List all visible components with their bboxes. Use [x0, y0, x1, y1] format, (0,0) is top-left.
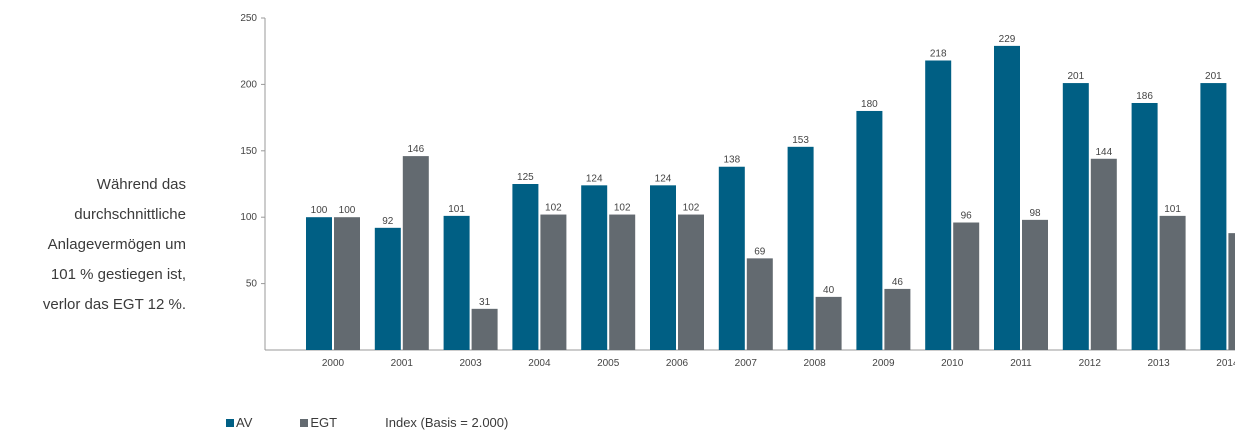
x-tick-label: 2010	[941, 358, 964, 369]
y-tick-label: 50	[246, 279, 258, 290]
x-tick-label: 2012	[1079, 358, 1102, 369]
value-label: 69	[754, 246, 766, 257]
bar-egt	[678, 214, 704, 350]
bar-egt	[953, 222, 980, 350]
value-label: 46	[892, 277, 904, 288]
bar-av	[374, 227, 401, 350]
side-text-line: verlor das EGT 12 %.	[42, 296, 186, 313]
bar-av	[1200, 83, 1227, 351]
bar-egt	[884, 288, 911, 350]
value-label: 124	[586, 173, 603, 184]
value-label: 101	[448, 204, 465, 215]
x-tick-label: 2007	[735, 358, 758, 369]
value-label: 138	[723, 155, 740, 166]
y-tick-label: 200	[240, 79, 257, 90]
bar-av	[787, 146, 814, 350]
value-label: 31	[479, 297, 491, 308]
legend-swatch-av	[226, 418, 234, 427]
bar-egt	[1159, 215, 1186, 350]
value-label: 201	[1205, 71, 1222, 82]
legend-label-egt: EGT	[310, 415, 338, 430]
side-text-line: durchschnittliche	[74, 206, 186, 223]
value-label: 125	[517, 172, 534, 183]
legend-label-av: AV	[236, 415, 253, 430]
chart-bars	[306, 45, 1235, 351]
value-label: 102	[683, 203, 700, 214]
bar-av	[718, 166, 745, 350]
legend-swatch-egt	[300, 418, 309, 427]
value-label: 124	[655, 173, 672, 184]
value-label: 96	[961, 211, 973, 222]
value-label: 218	[930, 48, 947, 59]
value-label: 153	[792, 135, 809, 146]
value-label: 144	[1095, 147, 1112, 158]
x-tick-label: 2008	[803, 358, 826, 369]
chart-x-ticks: 2000 2001 2003 2004 2005 2006 2007 2008 2009 2010…	[322, 358, 1235, 369]
x-tick-label: 2011	[1010, 358, 1032, 369]
chart-value-labels: 100 100 92 146 101 31 125 102 124 102 124 102 138 69 1…	[311, 34, 1223, 308]
value-label: 100	[311, 205, 328, 216]
bar-av	[1131, 102, 1158, 350]
bar-av	[650, 185, 676, 350]
value-label: 102	[545, 203, 562, 214]
x-tick-label: 2009	[872, 358, 895, 369]
bar-av	[925, 60, 952, 350]
bar-egt	[471, 308, 498, 350]
legend: AV EGT Index (Basis = 2.000)	[226, 415, 556, 430]
bar-egt	[402, 156, 429, 350]
bar-egt	[1090, 158, 1117, 350]
bar-av	[856, 110, 883, 351]
bar-egt	[334, 217, 360, 350]
value-label: 186	[1136, 91, 1153, 102]
side-text-line: Während das	[96, 176, 186, 193]
bar-av	[512, 184, 539, 350]
side-text: Während das durchschnittliche Anlageverm…	[0, 170, 186, 320]
bar-egt	[1022, 219, 1048, 350]
bar-av	[581, 185, 608, 350]
side-text-line: 101 % gestiegen ist,	[50, 266, 186, 283]
legend-note-text: Index (Basis = 2.000)	[385, 415, 509, 430]
bar-av	[1062, 83, 1089, 351]
value-label: 101	[1164, 204, 1181, 215]
bar-egt	[609, 214, 636, 350]
x-tick-label: 2000	[322, 358, 345, 369]
value-label: 98	[1029, 208, 1041, 219]
bar-egt	[746, 258, 773, 350]
legend-item-egt: EGT	[300, 415, 337, 430]
side-text-line: Anlagevermögen um	[47, 236, 186, 253]
value-label: 40	[823, 285, 835, 296]
bar-av	[994, 45, 1020, 350]
value-label: 146	[407, 144, 424, 155]
bar-chart: 50 100 150 200 250 100 100 92 146 101 31 125 102 124…	[240, 13, 1235, 369]
x-tick-label: 2005	[597, 358, 620, 369]
value-label: 102	[614, 203, 631, 214]
value-label: 201	[1067, 71, 1084, 82]
legend-note: Index (Basis = 2.000)	[385, 415, 508, 430]
value-label: 229	[999, 34, 1016, 45]
value-label: 180	[861, 99, 878, 110]
bar-egt	[815, 296, 842, 350]
value-label: 100	[339, 205, 356, 216]
x-tick-label: 2013	[1147, 358, 1170, 369]
x-tick-label: 2004	[528, 358, 551, 369]
y-tick-label: 250	[240, 13, 257, 24]
x-tick-label: 2001	[391, 358, 414, 369]
value-label: 92	[382, 216, 394, 227]
bar-av	[306, 217, 332, 350]
bar-av	[443, 215, 470, 350]
bar-egt	[540, 214, 567, 350]
x-tick-label: 2014	[1216, 358, 1235, 369]
bar-egt	[1228, 233, 1235, 350]
legend-item-av: AV	[226, 415, 252, 430]
y-tick-label: 100	[240, 212, 257, 223]
y-tick-label: 150	[240, 146, 257, 157]
x-tick-label: 2003	[459, 358, 482, 369]
x-tick-label: 2006	[666, 358, 689, 369]
